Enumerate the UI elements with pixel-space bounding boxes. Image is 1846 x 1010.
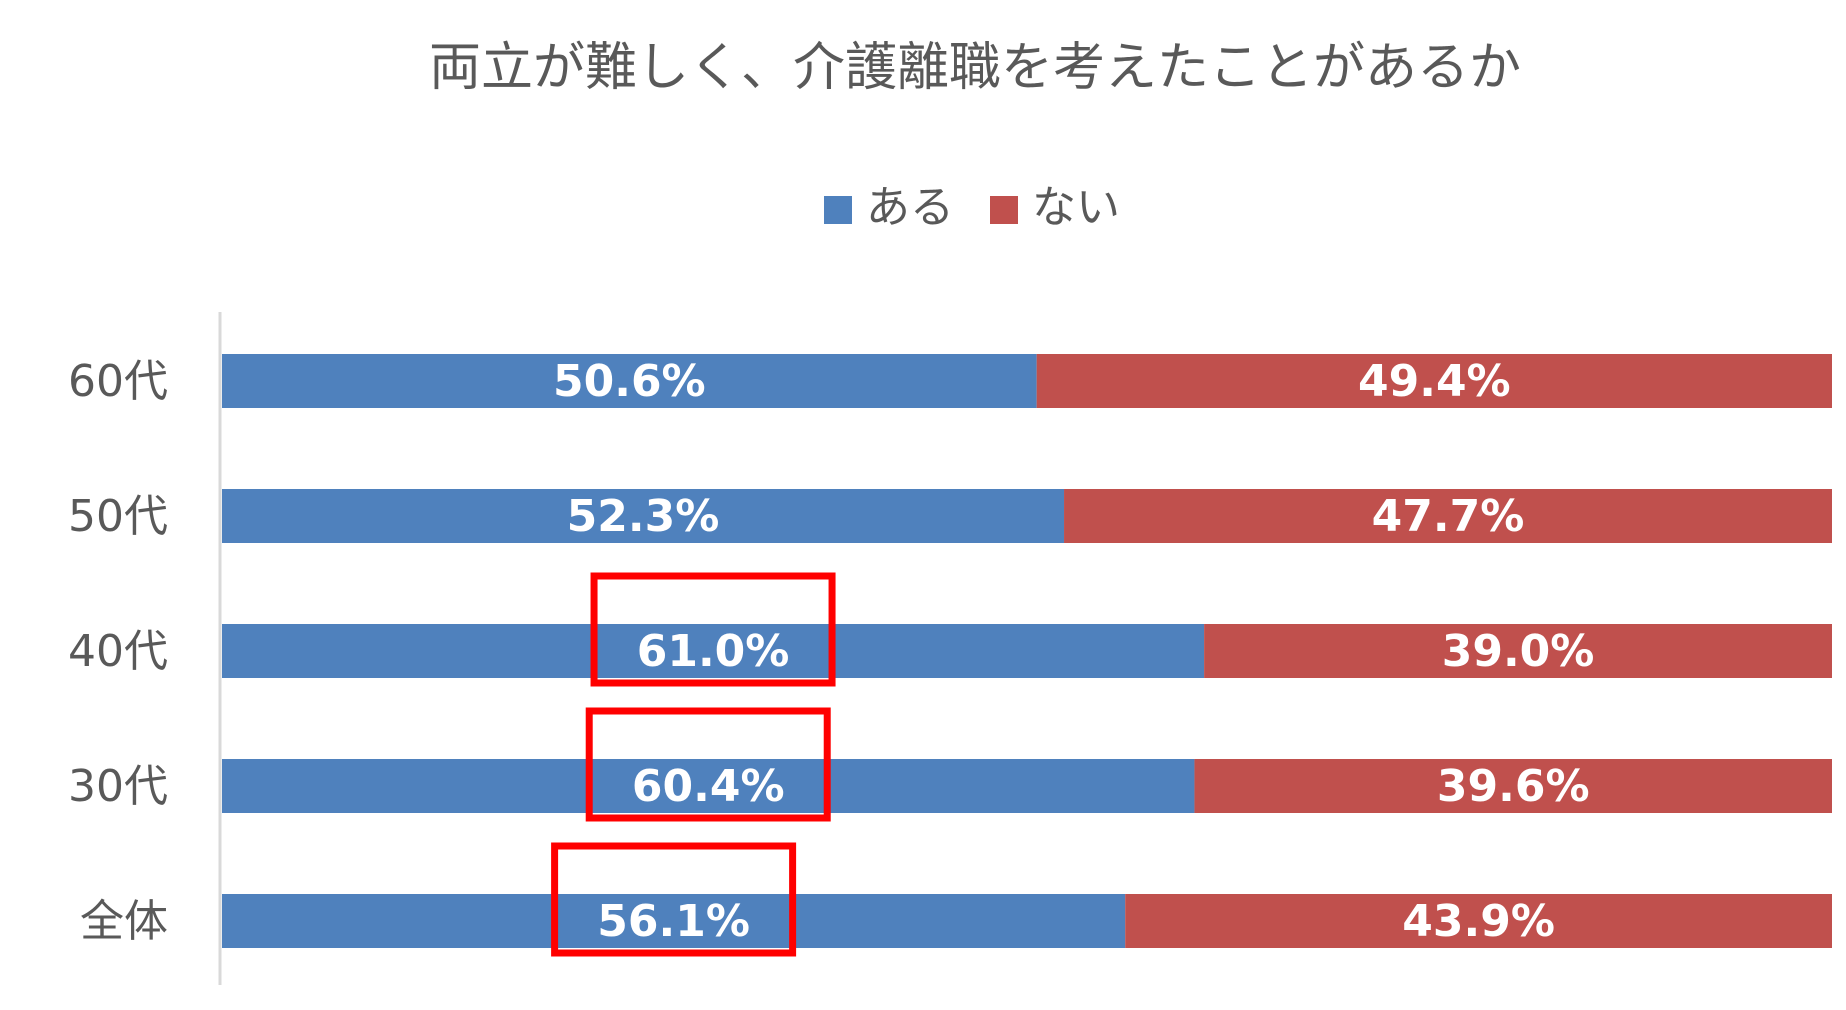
bar-label-aru-1: 50.6% [553,356,706,407]
bar-nai-2 [1064,489,1832,543]
bar-nai-4 [1194,759,1832,813]
bar-nai-5 [1125,894,1832,948]
plot-area: 60代 50.6% 49.4% 50代 52.3% 47.7% 40代 61.0% 39.0% 3… [68,354,1832,957]
legend-label-aru: ある [866,182,954,233]
category-label-5: 全体 [80,896,168,947]
bar-label-nai-3: 39.0% [1442,626,1595,677]
bar-label-aru-2: 52.3% [567,491,720,542]
category-label-3: 40代 [68,626,168,677]
legend-swatch-aru [824,196,852,224]
bar-aru-1 [222,354,1037,408]
bar-label-aru-4: 60.4% [632,761,785,812]
bar-aru-3 [222,624,1205,678]
bar-label-nai-2: 47.7% [1372,491,1525,542]
highlight-box-4 [585,707,831,822]
category-label-4: 30代 [68,761,168,812]
bar-label-aru-5: 56.1% [597,896,750,947]
legend-label-nai: ない [1032,182,1120,233]
bar-aru-4 [222,759,1195,813]
bar-label-aru-3: 61.0% [637,626,790,677]
chart-title: 両立が難しく、介護離職を考えたことがあるか [429,38,1521,98]
bar-nai-3 [1204,624,1832,678]
legend: ある ない [824,182,1120,233]
bar-label-nai-1: 49.4% [1358,356,1511,407]
bar-nai-1 [1036,354,1832,408]
bar-label-nai-5: 43.9% [1402,896,1555,947]
highlight-box-5 [551,842,797,957]
category-label-2: 50代 [68,491,168,542]
legend-swatch-nai [990,196,1018,224]
bar-label-nai-4: 39.6% [1437,761,1590,812]
category-label-1: 60代 [68,356,168,407]
bar-aru-5 [222,894,1126,948]
bar-aru-2 [222,489,1065,543]
highlight-box-3 [590,572,836,687]
